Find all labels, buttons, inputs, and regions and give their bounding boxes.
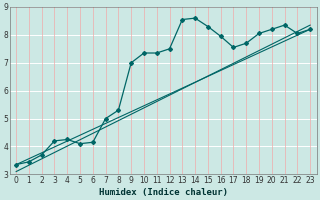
X-axis label: Humidex (Indice chaleur): Humidex (Indice chaleur) [99,188,228,197]
